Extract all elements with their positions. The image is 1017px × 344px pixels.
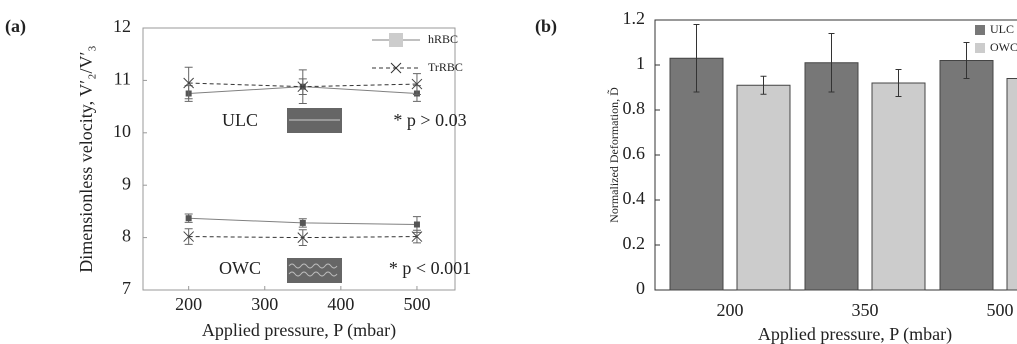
- x-tick-label: 500: [987, 300, 1014, 320]
- annotation: * p > 0.03: [393, 110, 466, 130]
- y-tick-label: 11: [114, 69, 131, 89]
- y-tick-label: 9: [122, 173, 131, 193]
- y-axis-label: Normalized Deformation, D̃: [606, 87, 620, 223]
- y-axis-label: Dimensionless velocity, V′₂/V′₃: [76, 45, 96, 272]
- bar: [805, 63, 858, 290]
- marker: [414, 222, 420, 228]
- x-axis-label: Applied pressure, P (mbar): [202, 320, 396, 341]
- owc-inset: [287, 258, 342, 283]
- panel-label: (a): [5, 16, 26, 37]
- y-tick-label: 7: [122, 278, 131, 298]
- legend-label: ULC: [990, 22, 1014, 36]
- panel-label: (b): [535, 16, 557, 37]
- legend-label: TrRBC: [428, 60, 463, 74]
- y-tick-label: 0.2: [623, 233, 646, 253]
- y-tick-label: 1.2: [623, 8, 646, 28]
- bar: [1007, 79, 1017, 291]
- x-tick-label: 300: [251, 294, 278, 314]
- y-tick-label: 8: [122, 226, 131, 246]
- figure: (a)789101112200300400500Applied pressure…: [0, 0, 1017, 344]
- y-tick-label: 0.4: [623, 188, 646, 208]
- legend-swatch: [975, 25, 985, 35]
- y-tick-label: 10: [113, 121, 131, 141]
- x-tick-label: 500: [403, 294, 430, 314]
- bar: [670, 58, 723, 290]
- marker: [186, 215, 192, 221]
- legend-swatch: [975, 43, 985, 53]
- bar: [872, 83, 925, 290]
- x-tick-label: 400: [327, 294, 354, 314]
- x-tick-label: 200: [717, 300, 744, 320]
- y-tick-label: 1: [636, 53, 645, 73]
- bar: [940, 61, 993, 291]
- x-axis-label: Applied pressure, P (mbar): [758, 324, 952, 344]
- annotation: * p < 0.001: [389, 258, 471, 278]
- x-tick-label: 350: [852, 300, 879, 320]
- legend-label: hRBC: [428, 32, 458, 46]
- legend-marker: [391, 63, 401, 73]
- legend-label: OWC: [990, 40, 1017, 54]
- x-tick-label: 200: [175, 294, 202, 314]
- annotation: ULC: [222, 110, 258, 130]
- y-tick-label: 0.8: [623, 98, 646, 118]
- legend-marker: [389, 33, 403, 47]
- annotation: OWC: [219, 258, 261, 278]
- y-tick-label: 0.6: [623, 143, 646, 163]
- marker: [300, 220, 306, 226]
- y-tick-label: 0: [636, 278, 645, 298]
- bar: [737, 85, 790, 290]
- y-tick-label: 12: [113, 16, 131, 36]
